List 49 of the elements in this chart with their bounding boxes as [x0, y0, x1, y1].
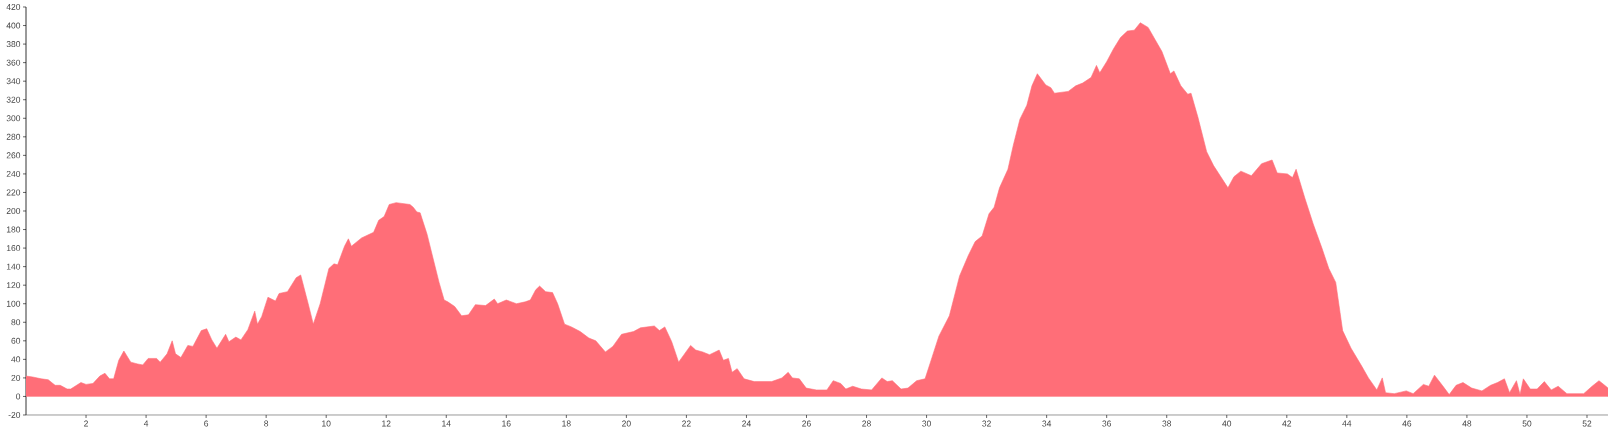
- x-tick-label: 8: [264, 420, 269, 427]
- y-tick-label: 340: [6, 78, 21, 85]
- y-tick-label: -20: [8, 412, 21, 418]
- x-tick-label: 38: [1162, 420, 1172, 427]
- y-tick-label: 280: [6, 133, 21, 140]
- x-tick-label: 20: [622, 420, 631, 427]
- x-tick-label: 6: [204, 420, 209, 427]
- x-tick-label: 52: [1582, 420, 1592, 427]
- x-tick-label: 18: [562, 420, 571, 427]
- x-tick-label: 32: [982, 420, 991, 427]
- y-tick-label: 40: [11, 356, 21, 363]
- y-tick-label: 380: [6, 41, 21, 48]
- y-tick-label: 80: [11, 319, 21, 326]
- x-tick-label: 26: [802, 420, 811, 427]
- x-tick-label: 50: [1522, 420, 1532, 427]
- y-tick-label: 320: [6, 96, 21, 103]
- x-tick-label: 16: [502, 420, 511, 427]
- y-tick-label: 260: [6, 152, 21, 159]
- y-tick-label: 0: [16, 393, 21, 400]
- x-tick-label: 36: [1102, 420, 1112, 427]
- y-tick-label: 220: [6, 189, 21, 196]
- y-tick-label: 140: [6, 263, 21, 270]
- x-tick-label: 44: [1342, 420, 1352, 427]
- x-tick-label: 34: [1042, 420, 1052, 427]
- x-tick-label: 14: [442, 420, 451, 427]
- x-tick-label: 42: [1282, 420, 1292, 427]
- y-tick-label: 360: [6, 59, 21, 66]
- y-tick-label: 300: [6, 115, 21, 122]
- y-tick-label: 240: [6, 170, 21, 177]
- y-tick-label: 20: [11, 374, 21, 381]
- x-tick-label: 22: [682, 420, 691, 427]
- y-tick-label: 120: [6, 282, 21, 289]
- x-tick-label: 12: [382, 420, 391, 427]
- x-tick-label: 46: [1402, 420, 1412, 427]
- y-tick-label: 180: [6, 226, 21, 233]
- y-tick-label: 160: [6, 245, 21, 252]
- x-tick-label: 24: [742, 420, 751, 427]
- y-tick-label: 60: [11, 337, 21, 344]
- y-tick-label: 420: [6, 4, 21, 10]
- y-tick-label: 200: [6, 208, 21, 214]
- x-tick-label: 10: [322, 420, 331, 427]
- x-tick-label: 28: [862, 420, 871, 427]
- x-tick-label: 2: [84, 420, 88, 427]
- y-tick-label: 400: [6, 22, 21, 29]
- x-tick-label: 4: [143, 420, 149, 427]
- x-tick-label: 48: [1462, 420, 1472, 427]
- x-tick-label: 30: [922, 420, 931, 427]
- y-tick-label: 100: [6, 300, 21, 307]
- x-tick-label: 40: [1222, 420, 1232, 427]
